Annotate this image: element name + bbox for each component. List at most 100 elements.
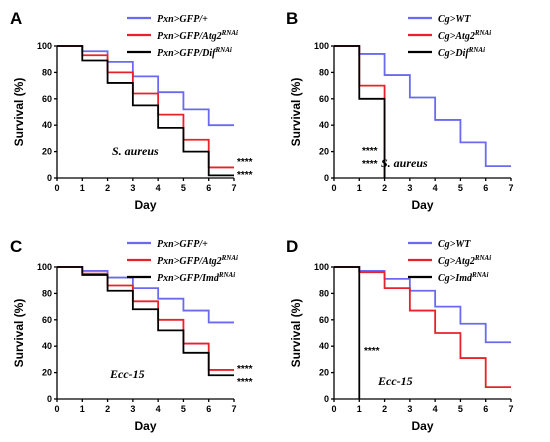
significance-stars: **** bbox=[364, 346, 380, 357]
legend-label-superscript: RNAi bbox=[221, 254, 238, 262]
y-tick-label: 80 bbox=[319, 288, 329, 298]
y-tick-label: 60 bbox=[42, 94, 52, 104]
series-line-3 bbox=[57, 266, 234, 377]
x-tick-label: 1 bbox=[80, 183, 85, 193]
panel-b: B 0 1 2 3 4 5 6 7 0 20 40 60 80 100 Day Survival (%) Cg>W… bbox=[286, 9, 514, 212]
legend-label: Cg>Atg2RNAi bbox=[438, 29, 491, 42]
x-tick-label: 5 bbox=[458, 404, 463, 414]
legend-label-superscript: RNAi bbox=[221, 29, 238, 37]
panel-a: A 0 1 2 3 4 5 6 7 0 20 40 60 80 100 Day Survival (%) Pxn>… bbox=[10, 9, 253, 212]
panel-d: D 0 1 2 3 4 5 6 7 0 20 40 60 80 100 Day Survival (%) Cg>W… bbox=[286, 237, 514, 433]
series-line-3 bbox=[334, 266, 361, 399]
y-tick-label: 100 bbox=[314, 262, 329, 272]
x-tick-label: 1 bbox=[357, 183, 362, 193]
x-tick-label: 2 bbox=[105, 183, 110, 193]
x-tick-label: 2 bbox=[382, 183, 387, 193]
x-tick-label: 7 bbox=[231, 404, 236, 414]
y-tick-label: 0 bbox=[47, 173, 52, 183]
y-tick-label: 80 bbox=[42, 67, 52, 77]
x-tick-label: 6 bbox=[206, 183, 211, 193]
y-tick-label: 60 bbox=[319, 94, 329, 104]
y-tick-label: 40 bbox=[319, 341, 329, 351]
significance-stars: **** bbox=[237, 364, 253, 375]
y-axis-title: Survival (%) bbox=[12, 78, 26, 147]
x-tick-label: 6 bbox=[483, 183, 488, 193]
y-axis-title: Survival (%) bbox=[289, 299, 303, 368]
y-tick-label: 80 bbox=[319, 67, 329, 77]
y-axis-title: Survival (%) bbox=[289, 78, 303, 147]
y-tick-label: 100 bbox=[37, 262, 52, 272]
y-tick-label: 80 bbox=[42, 288, 52, 298]
x-axis-title: Day bbox=[134, 419, 156, 433]
legend-label: Pxn>GFP/Atg2RNAi bbox=[157, 254, 238, 267]
x-tick-label: 7 bbox=[508, 183, 513, 193]
x-tick-label: 5 bbox=[181, 183, 186, 193]
x-tick-label: 2 bbox=[382, 404, 387, 414]
y-axis-title: Survival (%) bbox=[12, 299, 26, 368]
x-axis-title: Day bbox=[411, 198, 433, 212]
x-tick-label: 7 bbox=[508, 404, 513, 414]
x-tick-label: 4 bbox=[433, 404, 438, 414]
x-tick-label: 4 bbox=[156, 404, 161, 414]
panel-letter: A bbox=[10, 9, 22, 28]
legend-label: Cg>WT bbox=[438, 239, 471, 250]
x-tick-label: 3 bbox=[130, 183, 135, 193]
x-tick-label: 1 bbox=[80, 404, 85, 414]
panel-letter: B bbox=[286, 9, 298, 28]
panel-letter: D bbox=[286, 237, 298, 256]
series-line-1 bbox=[57, 45, 234, 127]
x-tick-label: 6 bbox=[206, 404, 211, 414]
panel-letter: C bbox=[10, 237, 22, 256]
significance-stars: **** bbox=[237, 157, 253, 168]
x-tick-label: 3 bbox=[130, 404, 135, 414]
x-axis-title: Day bbox=[411, 419, 433, 433]
series-line-2 bbox=[334, 266, 511, 389]
x-tick-label: 7 bbox=[231, 183, 236, 193]
pathogen-label: S. aureus bbox=[112, 144, 159, 158]
y-tick-label: 40 bbox=[42, 120, 52, 130]
legend-label-superscript: RNAi bbox=[474, 29, 491, 37]
x-tick-label: 0 bbox=[331, 183, 336, 193]
series-line-3 bbox=[334, 45, 386, 178]
x-tick-label: 5 bbox=[458, 183, 463, 193]
legend-label: Pxn>GFP/Atg2RNAi bbox=[157, 29, 238, 42]
legend-label-superscript: RNAi bbox=[218, 271, 235, 279]
x-tick-label: 2 bbox=[105, 404, 110, 414]
legend-label-superscript: RNAi bbox=[471, 271, 488, 279]
pathogen-label: S. aureus bbox=[381, 156, 428, 170]
y-tick-label: 0 bbox=[47, 394, 52, 404]
y-tick-label: 40 bbox=[42, 341, 52, 351]
pathogen-label: Ecc-15 bbox=[377, 374, 413, 388]
y-tick-label: 20 bbox=[42, 147, 52, 157]
y-tick-label: 40 bbox=[319, 120, 329, 130]
series-line-2 bbox=[57, 266, 234, 371]
legend-label-superscript: RNAi bbox=[214, 46, 231, 54]
x-tick-label: 0 bbox=[331, 404, 336, 414]
y-tick-label: 20 bbox=[42, 368, 52, 378]
panel-c: C 0 1 2 3 4 5 6 7 0 20 40 60 80 100 Day Survival (%) Pxn>… bbox=[10, 237, 253, 433]
x-axis-title: Day bbox=[134, 198, 156, 212]
legend-label: Cg>WT bbox=[438, 14, 471, 25]
series-line-1 bbox=[57, 266, 234, 324]
significance-stars: **** bbox=[362, 146, 378, 157]
legend-label: Cg>Atg2RNAi bbox=[438, 254, 491, 267]
x-tick-label: 1 bbox=[357, 404, 362, 414]
legend-label: Pxn>GFP/+ bbox=[157, 239, 208, 250]
legend-label-superscript: RNAi bbox=[468, 46, 485, 54]
significance-stars: **** bbox=[362, 159, 378, 170]
legend-label-superscript: RNAi bbox=[474, 254, 491, 262]
pathogen-label: Ecc-15 bbox=[109, 367, 145, 381]
significance-stars: **** bbox=[237, 170, 253, 181]
y-tick-label: 0 bbox=[324, 173, 329, 183]
y-tick-label: 20 bbox=[319, 147, 329, 157]
x-tick-label: 4 bbox=[156, 183, 161, 193]
legend-label: Pxn>GFP/ImdRNAi bbox=[157, 271, 235, 284]
legend-label: Cg>ImdRNAi bbox=[438, 271, 488, 284]
y-tick-label: 60 bbox=[42, 315, 52, 325]
y-tick-label: 20 bbox=[319, 368, 329, 378]
x-tick-label: 0 bbox=[54, 404, 59, 414]
y-tick-label: 0 bbox=[324, 394, 329, 404]
y-tick-label: 100 bbox=[37, 41, 52, 51]
y-tick-label: 60 bbox=[319, 315, 329, 325]
